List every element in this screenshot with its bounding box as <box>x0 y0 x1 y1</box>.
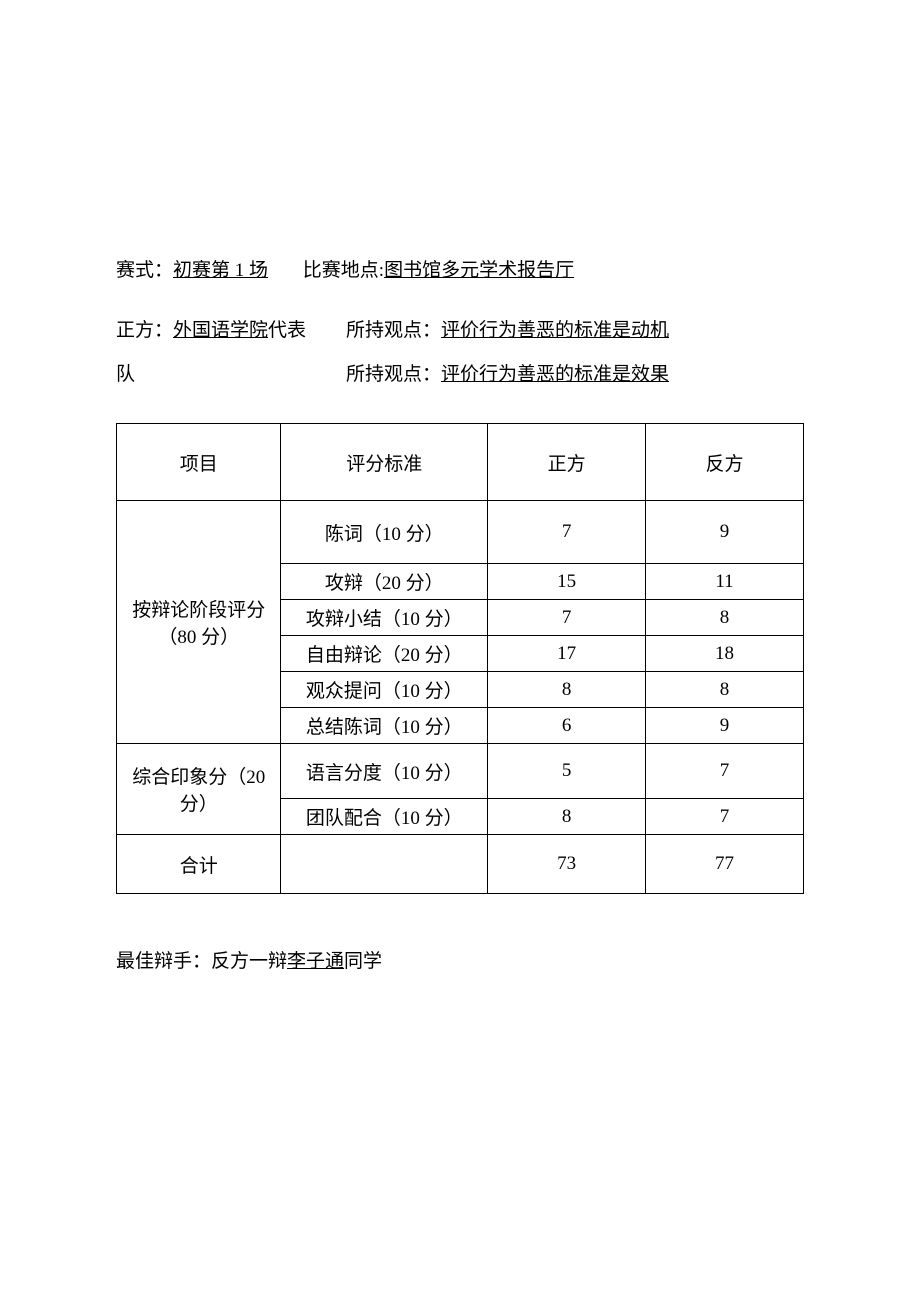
pro-score-cell: 6 <box>488 708 646 744</box>
total-criteria <box>281 835 488 894</box>
col-header-project: 项目 <box>117 424 281 501</box>
pro-score-cell: 5 <box>488 744 646 799</box>
viewpoint-label-2: 所持观点： <box>346 364 441 385</box>
con-score-cell: 9 <box>646 501 804 564</box>
match-info: 赛式：初赛第 1 场 比赛地点:图书馆多元学术报告厅 正方：外国语学院代表 所持… <box>116 250 804 395</box>
best-debater-suffix: 同学 <box>344 951 382 972</box>
pro-score-cell: 8 <box>488 672 646 708</box>
pro-team-line2: 队 <box>116 354 346 396</box>
col-header-criteria: 评分标准 <box>281 424 488 501</box>
pro-team-name: 外国语学院 <box>173 320 268 341</box>
criteria-cell: 陈词（10 分） <box>281 501 488 564</box>
best-debater-name: 李子通 <box>287 951 344 972</box>
total-label: 合计 <box>117 835 281 894</box>
location-value: 图书馆多元学术报告厅 <box>384 260 574 281</box>
viewpoint-label-1: 所持观点： <box>346 320 441 341</box>
info-row-2: 正方：外国语学院代表 所持观点：评价行为善恶的标准是动机 <box>116 310 804 352</box>
pro-team: 正方：外国语学院代表 <box>116 310 346 352</box>
con-viewpoint: 评价行为善恶的标准是效果 <box>441 364 669 385</box>
pro-score-cell: 7 <box>488 501 646 564</box>
total-con: 77 <box>646 835 804 894</box>
con-score-cell: 18 <box>646 636 804 672</box>
pro-score-cell: 17 <box>488 636 646 672</box>
con-score-cell: 7 <box>646 799 804 835</box>
con-viewpoint-block: 所持观点：评价行为善恶的标准是效果 <box>346 354 804 396</box>
info-row-1: 赛式：初赛第 1 场 比赛地点:图书馆多元学术报告厅 <box>116 250 804 292</box>
table-row-total: 合计 73 77 <box>117 835 804 894</box>
table-header-row: 项目 评分标准 正方 反方 <box>117 424 804 501</box>
format-label: 赛式： <box>116 260 173 281</box>
criteria-cell: 攻辩小结（10 分） <box>281 600 488 636</box>
document-page: 赛式：初赛第 1 场 比赛地点:图书馆多元学术报告厅 正方：外国语学院代表 所持… <box>0 0 920 973</box>
con-score-cell: 8 <box>646 672 804 708</box>
info-row-3: 队 所持观点：评价行为善恶的标准是效果 <box>116 354 804 396</box>
pro-score-cell: 15 <box>488 564 646 600</box>
con-score-cell: 8 <box>646 600 804 636</box>
section-label-debate: 按辩论阶段评分（80 分） <box>117 501 281 744</box>
location-label: 比赛地点: <box>303 260 384 281</box>
pro-score-cell: 7 <box>488 600 646 636</box>
pro-score-cell: 8 <box>488 799 646 835</box>
pro-viewpoint: 评价行为善恶的标准是动机 <box>441 320 669 341</box>
con-score-cell: 7 <box>646 744 804 799</box>
con-score-cell: 9 <box>646 708 804 744</box>
best-debater-label: 最佳辩手：反方一辩 <box>116 951 287 972</box>
pro-label: 正方： <box>116 320 173 341</box>
section-label-impression: 综合印象分（20 分） <box>117 744 281 835</box>
table-row: 按辩论阶段评分（80 分） 陈词（10 分） 7 9 <box>117 501 804 564</box>
con-score-cell: 11 <box>646 564 804 600</box>
criteria-cell: 语言分度（10 分） <box>281 744 488 799</box>
pro-viewpoint-block: 所持观点：评价行为善恶的标准是动机 <box>346 310 804 352</box>
pro-team-suffix2: 队 <box>116 364 135 385</box>
col-header-con: 反方 <box>646 424 804 501</box>
col-header-pro: 正方 <box>488 424 646 501</box>
criteria-cell: 自由辩论（20 分） <box>281 636 488 672</box>
format-value: 初赛第 1 场 <box>173 260 268 281</box>
criteria-cell: 总结陈词（10 分） <box>281 708 488 744</box>
pro-team-suffix1: 代表 <box>268 320 306 341</box>
criteria-cell: 观众提问（10 分） <box>281 672 488 708</box>
criteria-cell: 团队配合（10 分） <box>281 799 488 835</box>
best-debater: 最佳辩手：反方一辩李子通同学 <box>116 946 804 973</box>
total-pro: 73 <box>488 835 646 894</box>
table-row: 综合印象分（20 分） 语言分度（10 分） 5 7 <box>117 744 804 799</box>
criteria-cell: 攻辩（20 分） <box>281 564 488 600</box>
score-table: 项目 评分标准 正方 反方 按辩论阶段评分（80 分） 陈词（10 分） 7 9… <box>116 423 804 894</box>
